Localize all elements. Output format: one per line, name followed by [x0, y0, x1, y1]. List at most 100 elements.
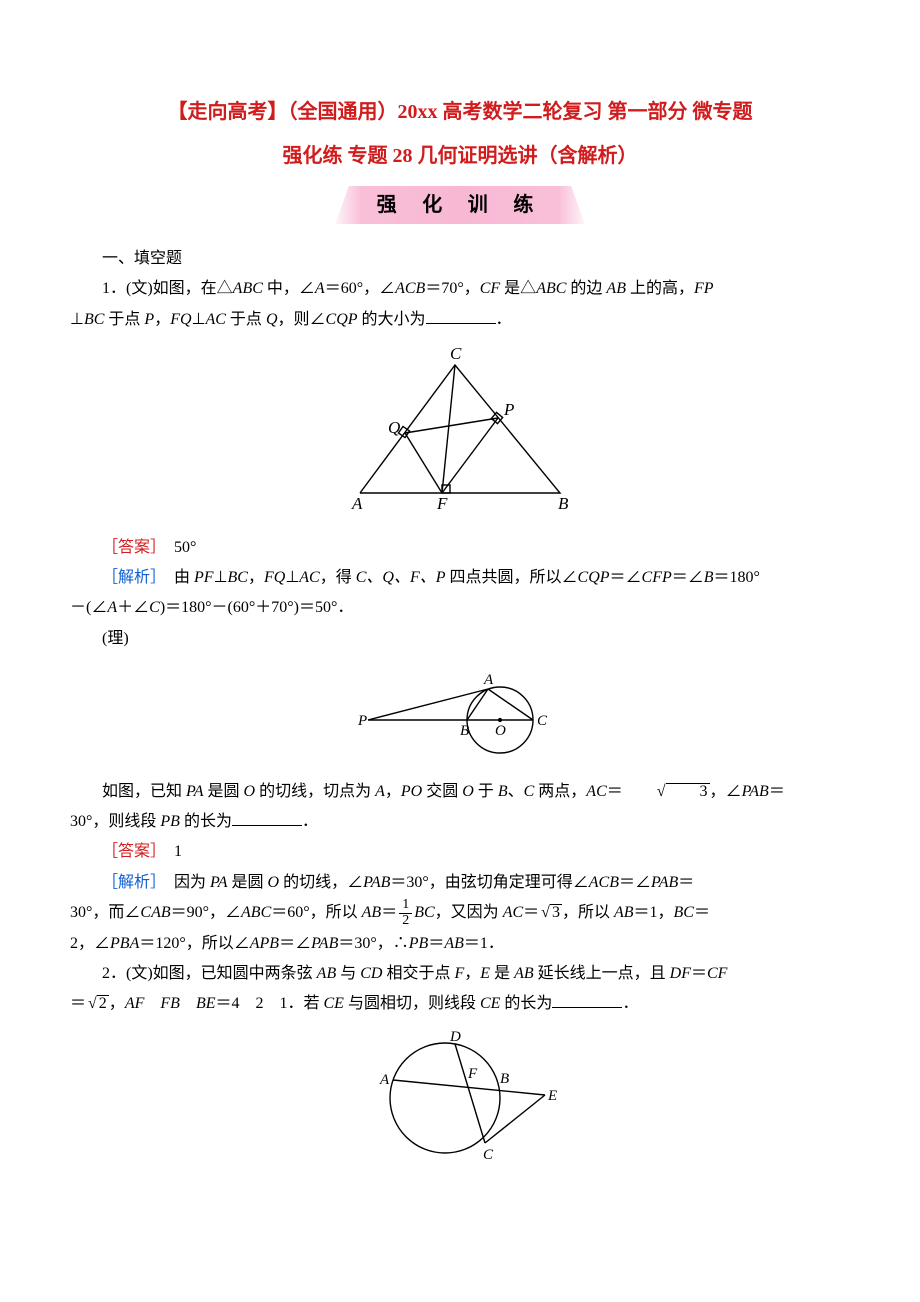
text: )＝180°－(60°＋70°)＝50°．	[160, 599, 354, 616]
var: F	[454, 965, 464, 982]
var: E	[480, 965, 490, 982]
blank	[552, 991, 622, 1008]
q1li-analysis-1: ［解析］ 因为 PA 是圆 O 的切线，∠PAB＝30°，由弦切角定理可得∠AC…	[70, 868, 850, 898]
var: AC	[586, 783, 606, 800]
q1-analysis-2: －(∠A＋∠C)＝180°－(60°＋70°)＝50°．	[70, 593, 850, 623]
text: ，所以	[562, 904, 614, 921]
var: A	[375, 783, 385, 800]
answer-value: 1	[158, 843, 182, 860]
var: CD	[360, 965, 382, 982]
sqrt3b: 3	[539, 898, 562, 928]
q2-stem-1: 2．(文)如图，已知圆中两条弦 AB 与 CD 相交于点 F，E 是 AB 延长…	[70, 959, 850, 989]
text: ＋∠	[117, 599, 149, 616]
var: CF	[707, 965, 727, 982]
var: BC	[674, 904, 694, 921]
text: ，	[385, 783, 401, 800]
text: －(∠	[70, 599, 107, 616]
text: ．	[496, 311, 512, 328]
q2-stem-2: ＝2，AF FB BE＝4 2 1．若 CE 与圆相切，则线段 CE 的长为．	[70, 989, 850, 1019]
text: ，则∠	[278, 311, 326, 328]
label-A: A	[351, 494, 363, 513]
var: AB	[362, 904, 382, 921]
q1li-stem: 如图，已知 PA 是圆 O 的切线，切点为 A，PO 交圆 O 于 B、C 两点…	[70, 777, 850, 807]
title-line1: 【走向高考】（全国通用）20xx 高考数学二轮复习 第一部分 微专题	[70, 90, 850, 134]
text: 上的高，	[626, 280, 694, 297]
text: ⊥	[70, 311, 84, 328]
text: 是△	[500, 280, 536, 297]
var: APB	[250, 935, 279, 952]
var-FP: FP	[694, 280, 714, 297]
text: ＝60°，∠	[325, 280, 395, 297]
var: BE	[196, 995, 216, 1012]
text: 如图，已知	[102, 783, 186, 800]
text: 1．(文)如图，在△	[102, 280, 233, 297]
text: ，	[109, 995, 125, 1012]
var: PF	[194, 569, 214, 586]
text: 的边	[566, 280, 606, 297]
text: ＝∠	[610, 569, 642, 586]
var: CE	[480, 995, 500, 1012]
text: ＝1．	[464, 935, 504, 952]
frac-half: 12	[399, 898, 412, 928]
label-P: P	[503, 400, 514, 419]
text: 与	[336, 965, 360, 982]
text: 两点，	[534, 783, 586, 800]
banner-text: 强 化 训 练	[330, 186, 590, 224]
figure-1: A B C F P Q	[70, 343, 850, 524]
q1li-analysis-2: 30°，而∠CAB＝90°，∠ABC＝60°，所以 AB＝12BC，又因为 AC…	[70, 898, 850, 929]
var: ACB	[589, 874, 619, 891]
text: 的大小为	[358, 311, 426, 328]
q1li-stem-2: 30°，则线段 PB 的长为．	[70, 807, 850, 837]
var: CAB	[140, 904, 170, 921]
text: ＝	[523, 904, 539, 921]
q1li-analysis-3: 2，∠PBA＝120°，所以∠APB＝∠PAB＝30°，∴PB＝AB＝1．	[70, 929, 850, 959]
text: ＝120°，所以∠	[139, 935, 249, 952]
text: ＝	[381, 904, 397, 921]
text: 2．(文)如图，已知圆中两条弦	[102, 965, 317, 982]
var: C、Q、F、P	[356, 569, 446, 586]
answer-label: ［答案］	[102, 843, 158, 860]
var: BC	[228, 569, 248, 586]
var: PAB	[363, 874, 390, 891]
var: AB	[317, 965, 337, 982]
text: ＝	[694, 904, 710, 921]
q1-analysis-1: ［解析］ 由 PF⊥BC，FQ⊥AC，得 C、Q、F、P 四点共圆，所以∠CQP…	[70, 563, 850, 593]
text: 的切线，∠	[279, 874, 363, 891]
var-ACB: ACB	[395, 280, 425, 297]
text: 于点	[104, 311, 144, 328]
var-FQ: FQ	[170, 311, 191, 328]
text: ，	[464, 965, 480, 982]
label-P: P	[357, 713, 367, 729]
var: AC	[503, 904, 523, 921]
text: ＝∠	[619, 874, 651, 891]
var: FQ	[264, 569, 285, 586]
text	[180, 995, 196, 1012]
text: ．	[622, 995, 638, 1012]
var: PB	[160, 813, 180, 830]
var: O	[244, 783, 256, 800]
text: ＝	[607, 783, 623, 800]
var: PAB	[742, 783, 769, 800]
label-O: O	[495, 723, 506, 739]
label-C: C	[483, 1147, 494, 1163]
text: ＝	[691, 965, 707, 982]
var: CE	[324, 995, 344, 1012]
text: ，	[248, 569, 264, 586]
text: ，得	[320, 569, 356, 586]
var-BC: BC	[84, 311, 104, 328]
var: PAB	[311, 935, 338, 952]
var: O	[268, 874, 280, 891]
q1-answer: ［答案］ 50°	[70, 533, 850, 563]
var: CFP	[642, 569, 672, 586]
var-AB: AB	[606, 280, 626, 297]
text: 延长线上一点，且	[534, 965, 670, 982]
text: 于	[474, 783, 498, 800]
text: 、	[508, 783, 524, 800]
text: 是圆	[204, 783, 244, 800]
text: 相交于点	[382, 965, 454, 982]
var: DF	[670, 965, 691, 982]
var-AC: AC	[205, 311, 225, 328]
section-heading: 一、填空题	[70, 244, 850, 274]
var: BC	[414, 904, 434, 921]
text: 由	[158, 569, 194, 586]
